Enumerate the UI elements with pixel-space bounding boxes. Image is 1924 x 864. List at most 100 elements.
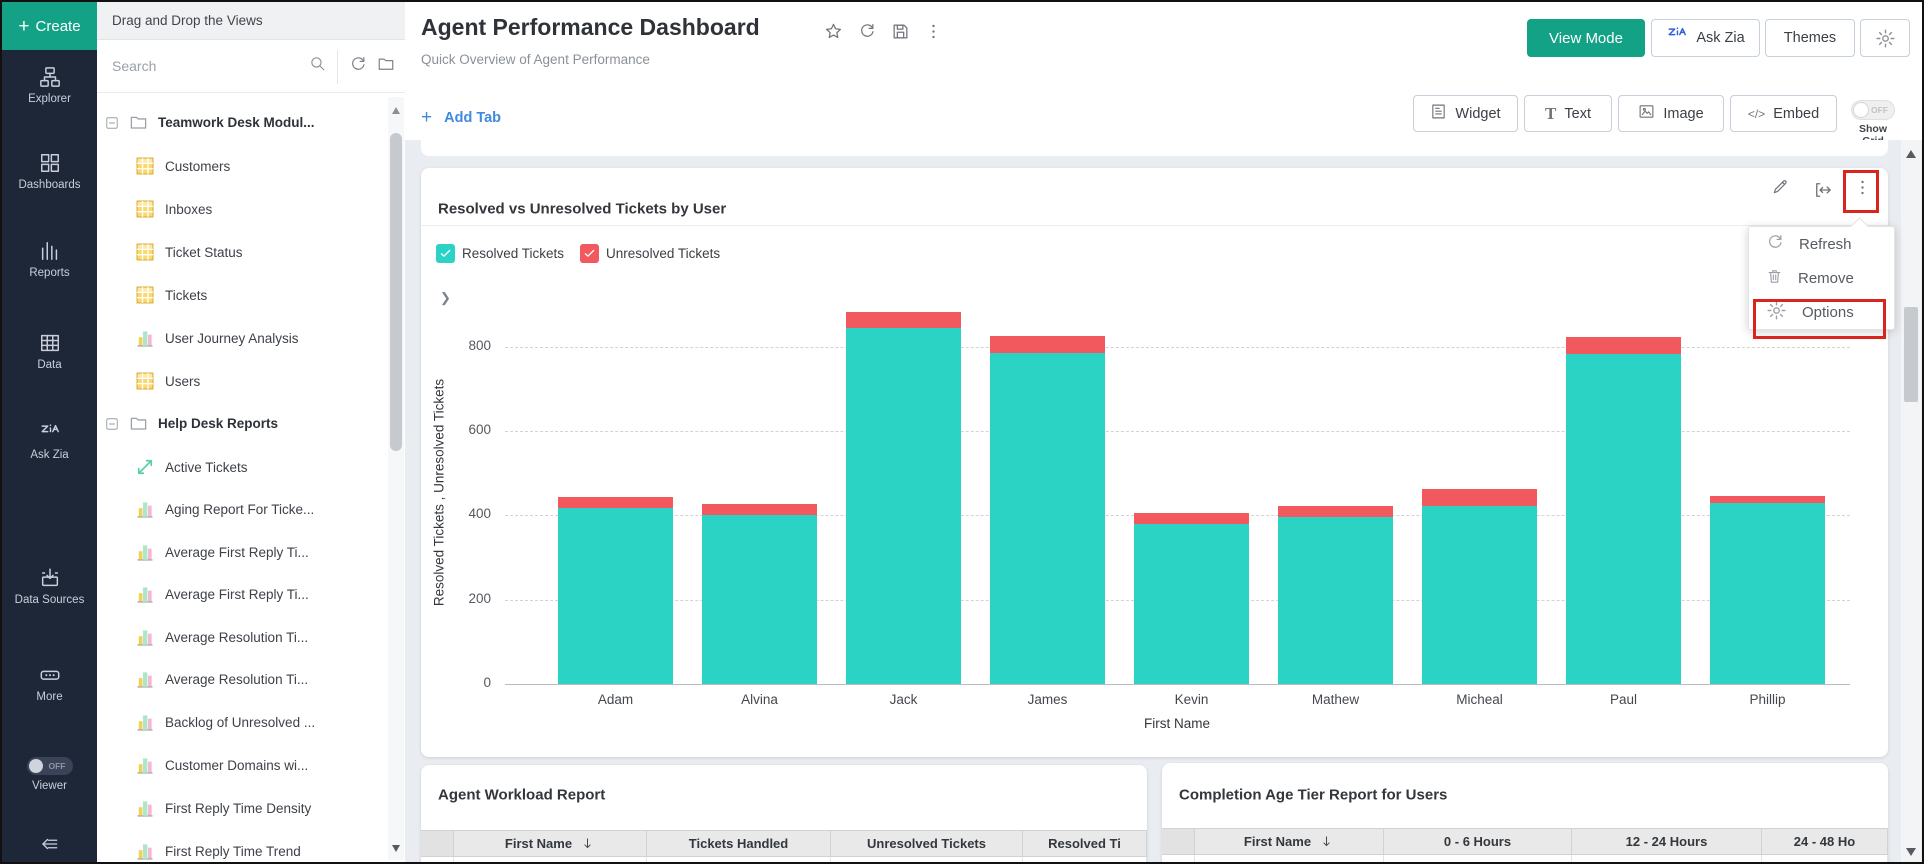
- widget-button[interactable]: Widget: [1413, 95, 1518, 132]
- bar-resolved-adam[interactable]: [558, 507, 673, 684]
- tree-item-aging-report-for-ticke[interactable]: Aging Report For Ticke...: [135, 499, 314, 519]
- edit-pencil-icon[interactable]: [1771, 178, 1789, 201]
- sidebar-item-ask-zia[interactable]: Ask Zia: [2, 422, 97, 462]
- bar-unresolved-adam[interactable]: [558, 497, 673, 508]
- legend-item-resolved-tickets[interactable]: Resolved Tickets: [436, 244, 564, 263]
- search-input[interactable]: Search: [112, 58, 157, 74]
- collapse-minus-icon[interactable]: [105, 116, 119, 130]
- view-mode-button[interactable]: View Mode: [1527, 19, 1645, 57]
- add-tab-button[interactable]: + Add Tab: [421, 107, 501, 129]
- bar-unresolved-micheal[interactable]: [1422, 489, 1537, 507]
- widget-menu-kebab-icon[interactable]: [1853, 178, 1872, 202]
- tree-item-backlog-of-unresolved[interactable]: Backlog of Unresolved ...: [135, 712, 315, 732]
- tree-scrollbar[interactable]: [388, 97, 404, 860]
- tree-item-ticket-status[interactable]: Ticket Status: [135, 242, 243, 262]
- tree-item-users[interactable]: Users: [135, 371, 200, 391]
- tree-item-help-desk-reports[interactable]: Help Desk Reports: [105, 414, 278, 433]
- bar-unresolved-james[interactable]: [990, 335, 1105, 353]
- export-icon[interactable]: [1813, 180, 1833, 205]
- tree-item-first-reply-time-trend[interactable]: First Reply Time Trend: [135, 841, 301, 860]
- axis-expand-chevron-icon[interactable]: ❯: [440, 290, 451, 305]
- tree-item-customers[interactable]: Customers: [135, 156, 230, 176]
- bar-resolved-kevin[interactable]: [1134, 524, 1249, 684]
- create-button[interactable]: + Create: [2, 2, 97, 50]
- favorite-star-icon[interactable]: [824, 22, 843, 46]
- text-button[interactable]: T Text: [1524, 95, 1612, 132]
- tree-item-average-resolution-ti[interactable]: Average Resolution Ti...: [135, 627, 308, 647]
- row-number-column[interactable]: [1162, 829, 1195, 854]
- themes-button[interactable]: Themes: [1765, 19, 1855, 57]
- scroll-down-icon[interactable]: [1906, 848, 1916, 856]
- tree-item-teamwork-desk-modul[interactable]: Teamwork Desk Modul...: [105, 113, 315, 132]
- tree-item-user-journey-analysis[interactable]: User Journey Analysis: [135, 328, 299, 348]
- tree-item-average-first-reply-ti[interactable]: Average First Reply Ti...: [135, 584, 309, 604]
- menu-item-options[interactable]: Options: [1749, 295, 1894, 329]
- sidebar-item-more[interactable]: More: [2, 664, 97, 704]
- folder-view-icon[interactable]: [377, 55, 395, 78]
- column-header-first-name[interactable]: First Name: [454, 831, 647, 856]
- sidebar-item-dashboards[interactable]: Dashboards: [2, 152, 97, 192]
- tree-item-tickets[interactable]: Tickets: [135, 285, 207, 305]
- column-header-0-6-hours[interactable]: 0 - 6 Hours: [1384, 829, 1572, 854]
- sidebar-item-data[interactable]: Data: [2, 332, 97, 372]
- tree-item-average-first-reply-ti[interactable]: Average First Reply Ti...: [135, 542, 309, 562]
- tree-scrollbar-thumb[interactable]: [390, 133, 402, 451]
- tree-item-active-tickets[interactable]: Active Tickets: [135, 457, 248, 477]
- bar-unresolved-alvina[interactable]: [702, 504, 817, 516]
- bar-unresolved-paul[interactable]: [1566, 336, 1681, 354]
- sort-down-icon[interactable]: [1319, 834, 1334, 849]
- refresh-dashboard-icon[interactable]: [858, 22, 876, 45]
- column-header-tickets-handled[interactable]: Tickets Handled: [647, 831, 831, 856]
- menu-item-remove[interactable]: Remove: [1749, 261, 1894, 295]
- bar-resolved-alvina[interactable]: [702, 515, 817, 684]
- tree-item-first-reply-time-density[interactable]: First Reply Time Density: [135, 798, 311, 818]
- bar-resolved-mathew[interactable]: [1278, 517, 1393, 684]
- refresh-views-icon[interactable]: [349, 55, 367, 78]
- legend-checkbox[interactable]: [436, 244, 455, 263]
- bar-resolved-phillip[interactable]: [1710, 503, 1825, 684]
- column-header-unresolved-tickets[interactable]: Unresolved Tickets: [831, 831, 1023, 856]
- viewer-toggle[interactable]: OFF Viewer: [2, 757, 97, 793]
- bar-resolved-jack[interactable]: [846, 327, 961, 684]
- canvas-scrollbar[interactable]: [1901, 140, 1921, 862]
- tree-item-label: Average Resolution Ti...: [165, 671, 309, 687]
- more-options-kebab-icon[interactable]: [924, 22, 943, 46]
- column-header-12-24-hours[interactable]: 12 - 24 Hours: [1572, 829, 1762, 854]
- sort-down-icon[interactable]: [580, 836, 595, 851]
- bar-unresolved-phillip[interactable]: [1710, 496, 1825, 504]
- bar-unresolved-kevin[interactable]: [1134, 513, 1249, 525]
- scroll-down-icon[interactable]: [392, 845, 400, 852]
- tree-item-average-resolution-ti[interactable]: Average Resolution Ti...: [135, 669, 308, 689]
- image-button[interactable]: Image: [1618, 95, 1724, 132]
- ask-zia-button[interactable]: Ask Zia: [1651, 19, 1760, 57]
- viewer-toggle-pill[interactable]: OFF: [26, 757, 73, 775]
- legend-item-unresolved-tickets[interactable]: Unresolved Tickets: [580, 244, 720, 263]
- show-grid-toggle[interactable]: OFF Show Grid: [1847, 100, 1899, 147]
- scroll-up-icon[interactable]: [392, 107, 400, 114]
- column-header-resolved-ti[interactable]: Resolved Ti: [1023, 831, 1147, 856]
- bar-unresolved-mathew[interactable]: [1278, 506, 1393, 518]
- bar-resolved-paul[interactable]: [1566, 353, 1681, 684]
- search-icon[interactable]: [309, 55, 326, 77]
- bar-resolved-james[interactable]: [990, 352, 1105, 684]
- bar-resolved-micheal[interactable]: [1422, 506, 1537, 684]
- column-header-first-name[interactable]: First Name: [1195, 829, 1384, 854]
- sidebar-item-data-sources[interactable]: Data Sources: [2, 567, 97, 607]
- tree-item-customer-domains-wi[interactable]: Customer Domains wi...: [135, 755, 308, 775]
- row-number-column[interactable]: [421, 831, 454, 856]
- show-grid-pill[interactable]: OFF: [1851, 100, 1895, 120]
- collapse-sidebar-button[interactable]: [2, 834, 97, 854]
- legend-checkbox[interactable]: [580, 244, 600, 263]
- scroll-up-icon[interactable]: [1906, 150, 1916, 158]
- embed-button[interactable]: </> Embed: [1730, 95, 1837, 132]
- save-icon[interactable]: [891, 22, 910, 46]
- sidebar-item-reports[interactable]: Reports: [2, 240, 97, 280]
- collapse-minus-icon[interactable]: [105, 417, 119, 431]
- tree-item-inboxes[interactable]: Inboxes: [135, 199, 212, 219]
- column-header-24-48-ho[interactable]: 24 - 48 Ho: [1762, 829, 1888, 854]
- sidebar-item-explorer[interactable]: Explorer: [2, 66, 97, 106]
- bar-unresolved-jack[interactable]: [846, 312, 961, 328]
- settings-button[interactable]: [1860, 19, 1910, 57]
- menu-item-refresh[interactable]: Refresh: [1749, 227, 1894, 261]
- canvas-scrollbar-thumb[interactable]: [1904, 307, 1918, 402]
